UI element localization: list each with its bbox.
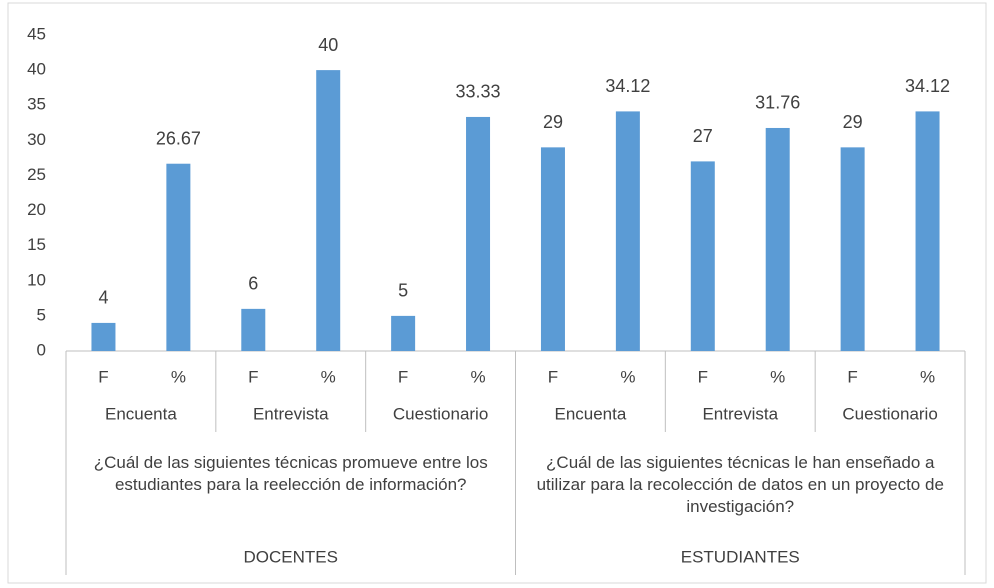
x-tick-label: F [698, 367, 708, 386]
x-tick-label: F [548, 367, 558, 386]
data-label: 4 [98, 288, 108, 308]
bar [690, 161, 715, 351]
y-tick-label: 15 [27, 235, 46, 254]
x-tick-label: F [847, 367, 857, 386]
bar [466, 116, 491, 351]
technique-label: Cuestionario [393, 404, 488, 423]
data-label: 34.12 [905, 76, 950, 96]
technique-label: Cuestionario [842, 404, 937, 423]
technique-label: Encuenta [105, 404, 177, 423]
bar [540, 147, 565, 351]
question-label: ¿Cuál de las siguientes técnicas le han … [536, 453, 944, 516]
y-tick-label: 5 [37, 305, 46, 324]
technique-label: Entrevista [253, 404, 329, 423]
bar [316, 70, 341, 351]
group-label: ESTUDIANTES [681, 547, 800, 566]
bar [91, 322, 116, 351]
data-label: 31.76 [755, 93, 800, 113]
x-tick-label: % [171, 367, 186, 386]
data-label: 6 [248, 274, 258, 294]
bar [840, 147, 865, 351]
bar [241, 308, 266, 351]
bar [615, 111, 640, 351]
bar [166, 163, 191, 351]
y-tick-label: 25 [27, 165, 46, 184]
x-tick-label: % [470, 367, 485, 386]
x-tick-label: % [620, 367, 635, 386]
y-tick-label: 40 [27, 60, 46, 79]
y-tick-label: 10 [27, 270, 46, 289]
data-label: 40 [318, 35, 338, 55]
data-label: 29 [543, 112, 563, 132]
x-tick-label: F [398, 367, 408, 386]
y-tick-label: 45 [27, 24, 46, 43]
question-label: ¿Cuál de las siguientes técnicas promuev… [93, 453, 488, 494]
data-label: 27 [693, 126, 713, 146]
technique-label: Entrevista [702, 404, 778, 423]
x-tick-label: F [248, 367, 258, 386]
data-label: 34.12 [605, 76, 650, 96]
data-label: 33.33 [456, 82, 501, 102]
bar [391, 315, 416, 351]
y-tick-label: 35 [27, 95, 46, 114]
y-tick-label: 30 [27, 130, 46, 149]
bar [915, 111, 940, 351]
data-label: 5 [398, 281, 408, 301]
technique-label: Encuenta [554, 404, 626, 423]
x-tick-label: % [920, 367, 935, 386]
y-tick-label: 0 [37, 340, 46, 359]
x-tick-label: F [98, 367, 108, 386]
data-label: 26.67 [156, 128, 201, 148]
chart-border [7, 2, 987, 584]
data-label: 29 [843, 112, 863, 132]
y-tick-label: 20 [27, 200, 46, 219]
x-tick-label: % [321, 367, 336, 386]
group-label: DOCENTES [244, 547, 338, 566]
bar [765, 127, 790, 352]
x-tick-label: % [770, 367, 785, 386]
